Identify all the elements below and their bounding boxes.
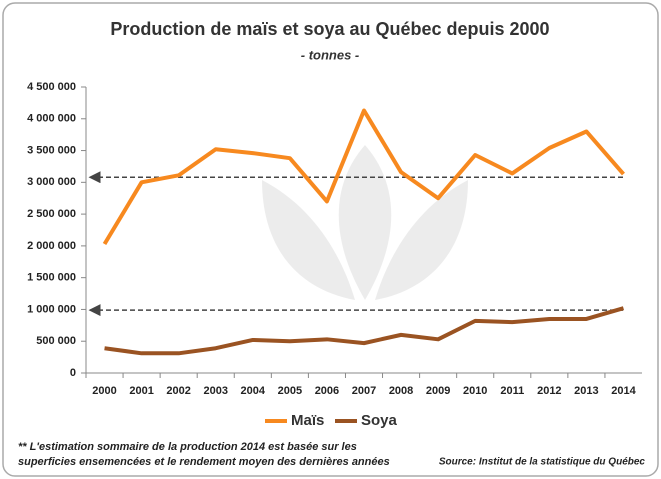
- x-tick-label: 2007: [352, 385, 376, 397]
- y-tick-label: 4 500 000: [27, 81, 76, 93]
- y-tick-label: 2 000 000: [27, 240, 76, 252]
- y-tick-label: 1 500 000: [27, 272, 76, 284]
- x-tick-label: 2014: [611, 385, 636, 397]
- legend-label: Soya: [361, 412, 398, 429]
- x-tick-label: 2003: [203, 385, 227, 397]
- x-tick-label: 2013: [574, 385, 598, 397]
- watermark: [262, 145, 468, 300]
- y-tick-label: 3 500 000: [27, 144, 76, 156]
- footnote: superficies ensemencées et le rendement …: [18, 456, 390, 468]
- line-series: [104, 306, 625, 356]
- x-tick-label: 2009: [426, 385, 450, 397]
- y-tick-label: 2 500 000: [27, 208, 76, 220]
- x-tick-label: 2000: [92, 385, 116, 397]
- y-tick-label: 500 000: [36, 335, 76, 347]
- y-tick-label: 3 000 000: [27, 176, 76, 188]
- y-tick-label: 4 000 000: [27, 113, 76, 125]
- x-tick-label: 2001: [129, 385, 153, 397]
- footnote: ** L'estimation sommaire de la productio…: [18, 441, 357, 453]
- y-tick-label: 1 000 000: [27, 303, 76, 315]
- chart-subtitle: - tonnes -: [301, 47, 360, 62]
- legend-label: Maïs: [291, 412, 324, 429]
- source: Source: Institut de la statistique du Qu…: [439, 457, 646, 468]
- x-tick-label: 2005: [278, 385, 302, 397]
- x-tick-label: 2010: [463, 385, 487, 397]
- x-tick-label: 2002: [166, 385, 190, 397]
- x-tick-label: 2011: [500, 385, 524, 397]
- y-tick-label: 0: [70, 367, 76, 379]
- chart-title: Production de maïs et soya au Québec dep…: [110, 19, 549, 39]
- line-series: [102, 108, 625, 246]
- x-tick-label: 2008: [389, 385, 413, 397]
- x-tick-label: 2006: [315, 385, 339, 397]
- x-tick-label: 2012: [537, 385, 561, 397]
- x-tick-label: 2004: [241, 385, 266, 397]
